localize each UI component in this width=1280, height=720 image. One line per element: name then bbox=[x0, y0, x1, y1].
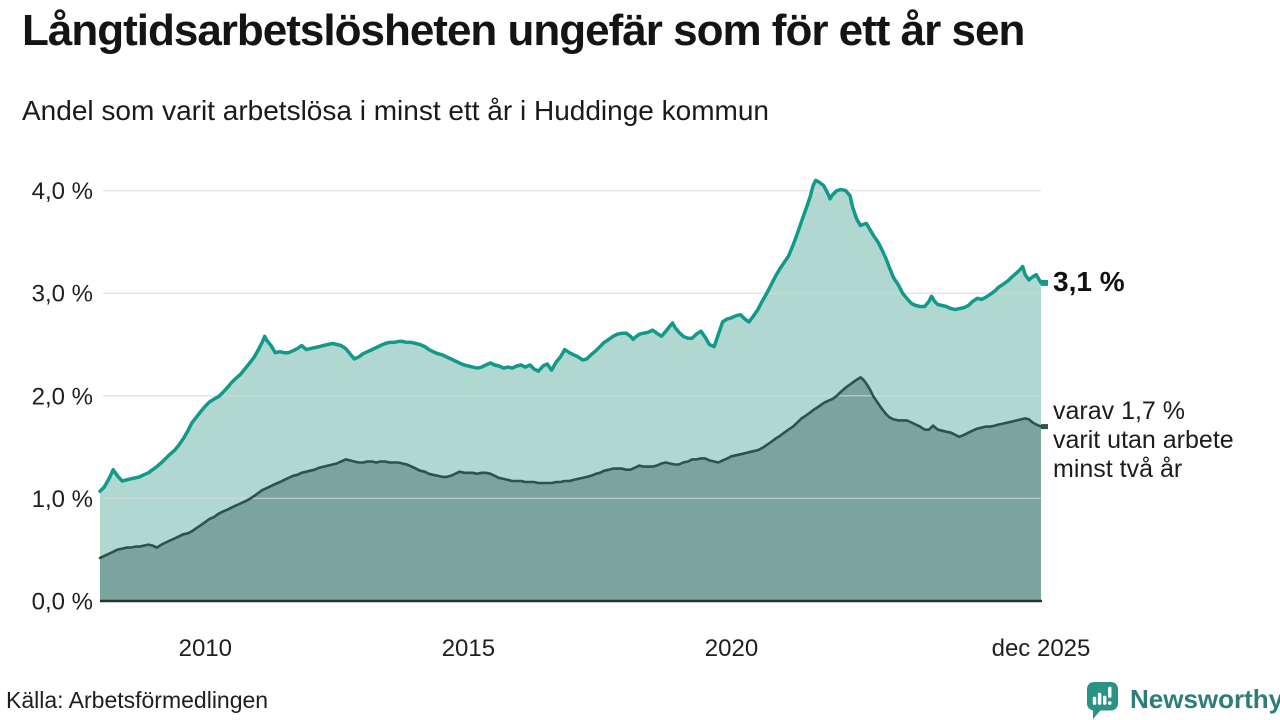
chart-subtitle: Andel som varit arbetslösa i minst ett å… bbox=[22, 95, 769, 126]
page-title: Långtidsarbetslösheten ungefär som för e… bbox=[22, 6, 1025, 55]
two-year-end-label: varav 1,7 % varit utan arbete minst två … bbox=[1053, 397, 1234, 484]
area-two-year-series bbox=[100, 377, 1041, 601]
x-axis-tick-label: 2010 bbox=[179, 635, 232, 662]
y-axis-tick-label: 0,0 % bbox=[32, 589, 93, 616]
brand-logo: Newsworthy bbox=[1086, 682, 1280, 720]
gridlines bbox=[103, 189, 1041, 500]
x-axis-tick-label: 2015 bbox=[442, 635, 495, 662]
y-axis-tick-label: 3,0 % bbox=[32, 281, 93, 308]
total-line bbox=[98, 178, 1043, 493]
y-axis-tick-label: 2,0 % bbox=[32, 383, 93, 410]
newsworthy-icon bbox=[1087, 682, 1118, 719]
two-year-line bbox=[98, 376, 1043, 560]
two-year-end-label-line1: varav 1,7 % bbox=[1053, 397, 1186, 425]
two-year-end-label-line3: minst två år bbox=[1053, 455, 1183, 483]
y-axis-labels: 0,0 % 1,0 % 2,0 % 3,0 % 4,0 % bbox=[32, 178, 93, 615]
two-year-end-label-line2: varit utan arbete bbox=[1053, 426, 1234, 454]
y-axis-tick-label: 1,0 % bbox=[32, 486, 93, 513]
total-end-label: 3,1 % bbox=[1053, 266, 1125, 297]
y-axis-tick-label: 4,0 % bbox=[32, 178, 93, 205]
source-caption: Källa: Arbetsförmedlingen bbox=[6, 687, 269, 713]
x-axis-tick-label: 2020 bbox=[705, 635, 758, 662]
x-axis-tick-label: dec 2025 bbox=[992, 635, 1091, 662]
brand-name: Newsworthy bbox=[1130, 684, 1280, 714]
x-axis-labels: 2010 2015 2020 dec 2025 bbox=[179, 635, 1091, 662]
